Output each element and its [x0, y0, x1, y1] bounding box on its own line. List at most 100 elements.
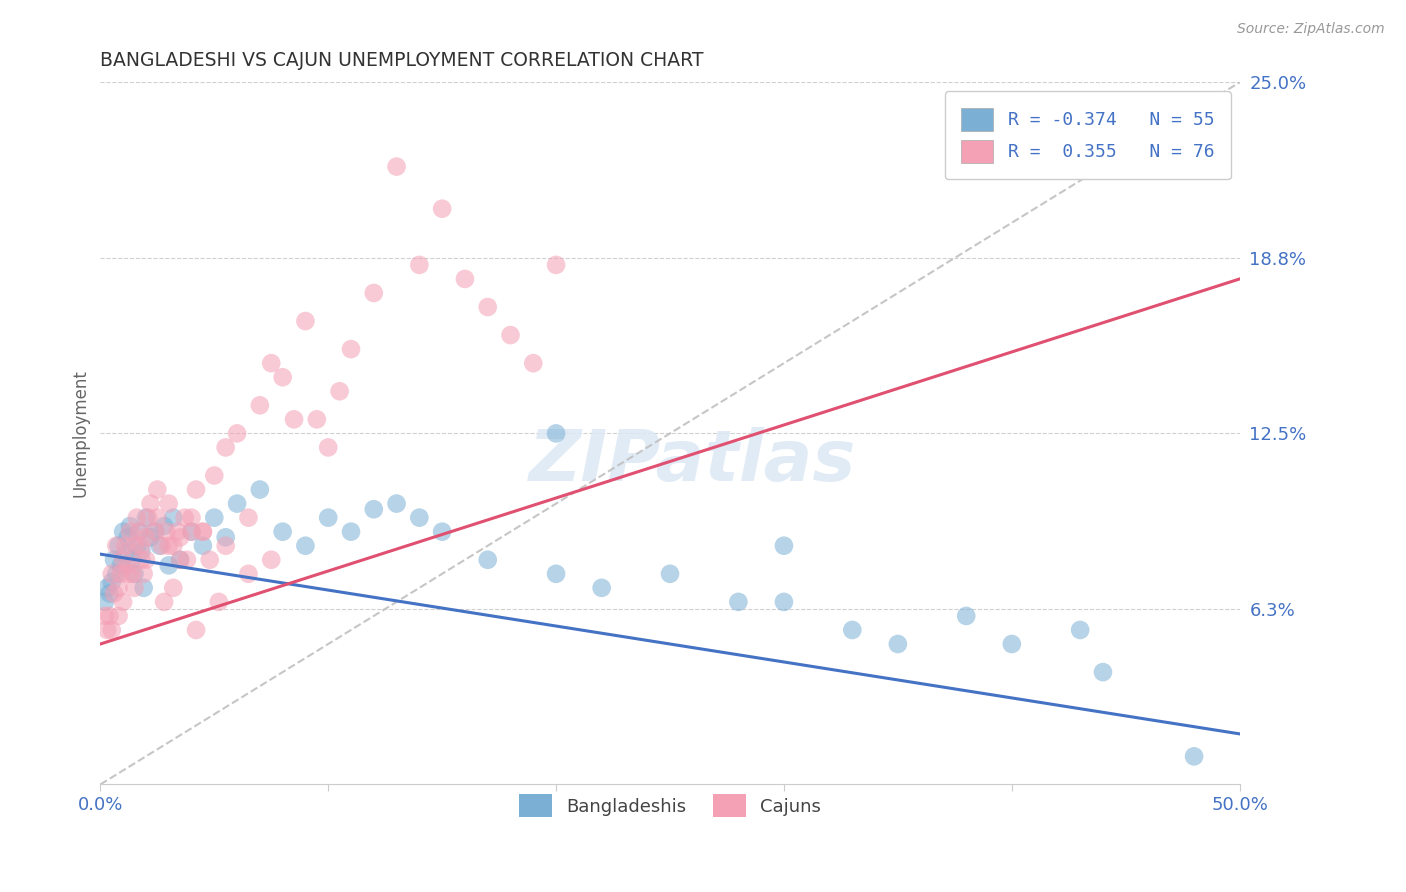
Point — [124, 566, 146, 581]
Point — [96, 623, 118, 637]
Point — [125, 539, 148, 553]
Point — [143, 524, 166, 539]
Point — [121, 553, 143, 567]
Point — [125, 510, 148, 524]
Point — [132, 566, 155, 581]
Point — [202, 468, 225, 483]
Point — [169, 553, 191, 567]
Point — [118, 519, 141, 533]
Point — [499, 328, 522, 343]
Point — [117, 566, 139, 581]
Point — [191, 524, 214, 539]
Point — [454, 272, 477, 286]
Point — [477, 300, 499, 314]
Point — [98, 586, 121, 600]
Point — [408, 510, 430, 524]
Point — [155, 524, 177, 539]
Point — [121, 566, 143, 581]
Point — [215, 441, 238, 455]
Point — [191, 539, 214, 553]
Point — [363, 285, 385, 300]
Point — [430, 524, 453, 539]
Point — [546, 258, 568, 272]
Point — [249, 398, 271, 412]
Point — [110, 566, 132, 581]
Point — [202, 510, 225, 524]
Point — [546, 566, 568, 581]
Point — [162, 539, 184, 553]
Point — [305, 412, 328, 426]
Point — [169, 530, 191, 544]
Point — [98, 609, 121, 624]
Point — [135, 530, 157, 544]
Point — [112, 595, 135, 609]
Point — [128, 524, 150, 539]
Point — [100, 623, 122, 637]
Point — [114, 539, 136, 553]
Point — [124, 581, 146, 595]
Point — [112, 524, 135, 539]
Point — [135, 553, 157, 567]
Point — [385, 497, 408, 511]
Point — [294, 539, 316, 553]
Text: BANGLADESHI VS CAJUN UNEMPLOYMENT CORRELATION CHART: BANGLADESHI VS CAJUN UNEMPLOYMENT CORREL… — [100, 51, 704, 70]
Point — [100, 575, 122, 590]
Point — [477, 553, 499, 567]
Point — [215, 539, 238, 553]
Point — [271, 370, 294, 384]
Point — [773, 539, 796, 553]
Point — [103, 586, 125, 600]
Point — [430, 202, 453, 216]
Point — [184, 623, 207, 637]
Point — [546, 426, 568, 441]
Point — [283, 412, 305, 426]
Point — [841, 623, 863, 637]
Point — [131, 539, 153, 553]
Point — [107, 609, 129, 624]
Point — [132, 581, 155, 595]
Point — [146, 510, 169, 524]
Point — [166, 524, 188, 539]
Point — [173, 510, 195, 524]
Point — [238, 566, 260, 581]
Point — [110, 558, 132, 573]
Point — [385, 160, 408, 174]
Point — [124, 539, 146, 553]
Point — [112, 553, 135, 567]
Point — [180, 510, 202, 524]
Point — [162, 581, 184, 595]
Point — [105, 539, 128, 553]
Point — [153, 595, 176, 609]
Point — [316, 441, 339, 455]
Point — [146, 483, 169, 497]
Point — [157, 558, 180, 573]
Point — [294, 314, 316, 328]
Point — [96, 581, 118, 595]
Point — [727, 595, 749, 609]
Point — [143, 524, 166, 539]
Point — [136, 510, 159, 524]
Point — [198, 553, 221, 567]
Point — [1182, 749, 1205, 764]
Point — [260, 553, 283, 567]
Point — [238, 510, 260, 524]
Text: Source: ZipAtlas.com: Source: ZipAtlas.com — [1237, 22, 1385, 37]
Point — [363, 502, 385, 516]
Point — [773, 595, 796, 609]
Point — [107, 539, 129, 553]
Point — [1069, 623, 1091, 637]
Point — [316, 510, 339, 524]
Point — [131, 544, 153, 558]
Point — [117, 530, 139, 544]
Point — [340, 524, 363, 539]
Point — [176, 553, 198, 567]
Y-axis label: Unemployment: Unemployment — [72, 369, 89, 498]
Point — [139, 497, 162, 511]
Point — [659, 566, 682, 581]
Point — [149, 539, 172, 553]
Point — [128, 524, 150, 539]
Point — [139, 530, 162, 544]
Point — [162, 510, 184, 524]
Point — [157, 497, 180, 511]
Point — [955, 609, 977, 624]
